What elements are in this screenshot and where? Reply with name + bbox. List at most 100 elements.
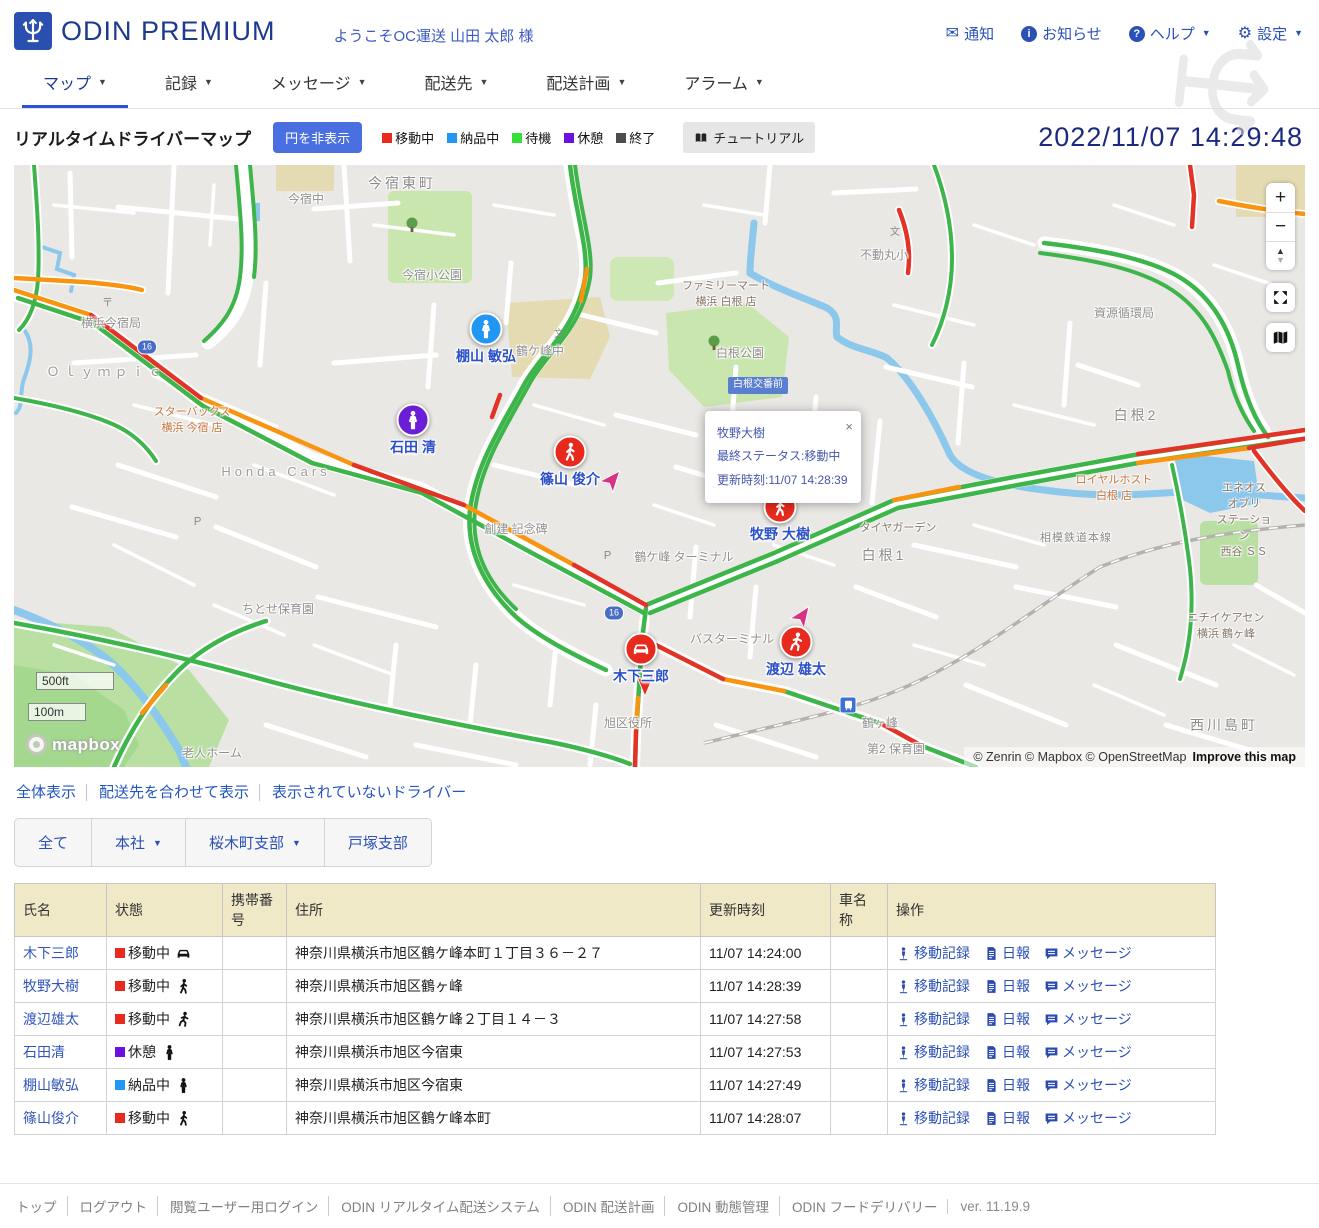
chat-bubble-icon xyxy=(1044,1012,1059,1027)
footer-link[interactable]: トップ xyxy=(16,1200,57,1215)
driver-name-link[interactable]: 棚山敏弘 xyxy=(23,1077,79,1093)
school-icon: 文 xyxy=(890,225,900,238)
branch-filter-group: 全て 本社 ▼ 桜木町支部 ▼ 戸塚支部 xyxy=(14,818,432,867)
hide-circles-button[interactable]: 円を非表示 xyxy=(273,122,363,153)
daily-report-link[interactable]: 日報 xyxy=(984,1108,1030,1128)
movement-record-link[interactable]: 移動記録 xyxy=(896,1108,970,1128)
driver-marker-circle[interactable] xyxy=(396,403,430,437)
nav-tab[interactable]: 配送計画 ▼ xyxy=(517,56,655,108)
movement-record-link[interactable]: 移動記録 xyxy=(896,1042,970,1062)
message-link[interactable]: メッセージ xyxy=(1044,943,1132,963)
movement-record-link[interactable]: 移動記録 xyxy=(896,1009,970,1029)
driver-marker-circle[interactable] xyxy=(779,625,813,659)
driver-marker-circle[interactable] xyxy=(624,632,658,666)
driver-table-row: 篠山俊介 移動中 神奈川県横浜市旭区鶴ケ峰本町 11/07 14:28:07 移… xyxy=(14,1101,1216,1135)
zoom-in-button[interactable]: + xyxy=(1266,183,1295,212)
help-icon: ? xyxy=(1128,26,1145,42)
branch-filter-label: 本社 xyxy=(115,835,146,852)
driver-name-link[interactable]: 篠山俊介 xyxy=(23,1110,79,1126)
header-utility-link[interactable]: ⚙ 設定 ▼ xyxy=(1238,23,1303,44)
footer-link[interactable]: ODIN フードデリバリー xyxy=(778,1196,937,1216)
branch-filter-button[interactable]: 戸塚支部 xyxy=(324,819,431,866)
driver-address: 神奈川県横浜市旭区今宿東 xyxy=(286,1068,701,1102)
zoom-out-button[interactable]: − xyxy=(1266,212,1295,241)
tutorial-button[interactable]: チュートリアル xyxy=(683,122,816,153)
header-utility-link[interactable]: i お知らせ xyxy=(1021,23,1102,44)
daily-report-link[interactable]: 日報 xyxy=(984,976,1030,996)
footer-link[interactable]: 閲覧ユーザー用ログイン xyxy=(157,1196,318,1216)
nav-tab[interactable]: マップ ▼ xyxy=(14,56,136,108)
driver-name-link[interactable]: 渡辺雄太 xyxy=(23,1011,79,1027)
message-link[interactable]: メッセージ xyxy=(1044,1075,1132,1095)
pitch-toggle-button[interactable]: ▲ ▼ xyxy=(1266,241,1295,270)
branch-filter-button[interactable]: 本社 ▼ xyxy=(92,819,186,866)
driver-name-link[interactable]: 木下三郎 xyxy=(23,945,79,961)
display-option-link[interactable]: 配送先を合わせて表示 xyxy=(86,784,250,801)
movement-record-link[interactable]: 移動記録 xyxy=(896,943,970,963)
display-option-link[interactable]: 全体表示 xyxy=(16,784,77,801)
status-color-square xyxy=(115,981,125,991)
row-operations: 移動記録 日報 メッセージ xyxy=(896,1075,1207,1095)
map-streets xyxy=(52,165,1305,767)
legend-color-swatch xyxy=(447,132,458,143)
map-style-button[interactable] xyxy=(1266,323,1295,352)
message-link[interactable]: メッセージ xyxy=(1044,1042,1132,1062)
daily-report-link[interactable]: 日報 xyxy=(984,1042,1030,1062)
row-operations: 移動記録 日報 メッセージ xyxy=(896,1009,1207,1029)
driver-table-header-cell: 操作 xyxy=(887,883,1216,937)
nav-tab[interactable]: メッセージ ▼ xyxy=(242,56,396,108)
driver-status: 休憩 xyxy=(115,1042,214,1062)
attribution-text[interactable]: © Zenrin © Mapbox © OpenStreetMap xyxy=(973,750,1187,764)
person-pin-icon xyxy=(896,946,911,961)
movement-record-link[interactable]: 移動記録 xyxy=(896,976,970,996)
header-utility-link[interactable]: ? ヘルプ ▼ xyxy=(1128,23,1211,44)
footer-link[interactable]: ODIN 動態管理 xyxy=(664,1196,769,1216)
map-poi-icons: 〒 Ｐ Ｐ 文 文 xyxy=(102,217,900,562)
folded-map-icon xyxy=(1272,329,1289,346)
driver-marker-circle[interactable] xyxy=(553,435,587,469)
mapbox-logo[interactable]: mapbox xyxy=(26,734,120,755)
driver-table-body: 木下三郎 移動中 神奈川県横浜市旭区鶴ケ峰本町１丁目３６－２７ 11/07 14… xyxy=(14,936,1216,1135)
nav-tab[interactable]: 記録 ▼ xyxy=(136,56,242,108)
map-canvas: 〒 Ｐ Ｐ 文 文 xyxy=(14,165,1305,767)
app-logo[interactable]: ODIN PREMIUM xyxy=(14,12,276,50)
footer-link[interactable]: ODIN 配送計画 xyxy=(549,1196,654,1216)
driver-name-link[interactable]: 牧野大樹 xyxy=(23,978,79,994)
driver-phone xyxy=(222,1035,287,1069)
header-utility-link[interactable]: ✉ 通知 xyxy=(946,23,994,44)
legend-color-swatch xyxy=(564,132,575,143)
message-link[interactable]: メッセージ xyxy=(1044,1009,1132,1029)
footer-link[interactable]: ログアウト xyxy=(66,1196,147,1216)
popup-close-icon[interactable]: × xyxy=(845,419,853,434)
message-link[interactable]: メッセージ xyxy=(1044,1108,1132,1128)
driver-vehicle-name xyxy=(830,1101,888,1135)
vehicle-type-icon xyxy=(173,1011,192,1028)
branch-filter-button[interactable]: 桜木町支部 ▼ xyxy=(185,819,325,866)
movement-record-link[interactable]: 移動記録 xyxy=(896,1075,970,1095)
message-link[interactable]: メッセージ xyxy=(1044,976,1132,996)
branch-filter-button[interactable]: 全て xyxy=(15,819,93,866)
nav-tab-label: アラーム xyxy=(684,76,748,93)
driver-vehicle-name xyxy=(830,969,888,1003)
daily-report-link[interactable]: 日報 xyxy=(984,1009,1030,1029)
gear-icon: ⚙ xyxy=(1237,25,1253,42)
fullscreen-button[interactable] xyxy=(1266,283,1295,312)
driver-name-link[interactable]: 石田清 xyxy=(23,1044,65,1060)
footer-link[interactable]: ODIN リアルタイム配送システム xyxy=(328,1196,540,1216)
daily-report-link[interactable]: 日報 xyxy=(984,1075,1030,1095)
chevron-down-icon: ▼ xyxy=(291,837,301,848)
book-icon xyxy=(694,131,708,145)
display-option-link[interactable]: 表示されていないドライバー xyxy=(259,784,467,801)
driver-marker-circle[interactable] xyxy=(469,312,503,346)
realtime-driver-map[interactable]: 〒 Ｐ Ｐ 文 文 今宿東町 今宿中 今宿小公園 横浜今宿局 Ｏｌｙｍｐｉｃ ス… xyxy=(14,165,1305,767)
nav-tab[interactable]: アラーム ▼ xyxy=(655,56,792,108)
status-label: 休憩 xyxy=(128,1044,156,1060)
nav-tab-label: 配送先 xyxy=(424,76,473,93)
legend-item: 待機 xyxy=(512,128,551,147)
daily-report-link[interactable]: 日報 xyxy=(984,943,1030,963)
vehicle-type-icon xyxy=(173,1110,192,1127)
scale-imperial: 500ft xyxy=(36,672,114,690)
nav-tab[interactable]: 配送先 ▼ xyxy=(395,56,517,108)
improve-map-link[interactable]: Improve this map xyxy=(1192,750,1297,764)
parking-icon: Ｐ xyxy=(602,550,613,562)
